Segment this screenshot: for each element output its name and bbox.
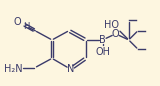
Text: O: O xyxy=(14,17,21,26)
Text: N: N xyxy=(67,64,74,74)
Text: H: H xyxy=(24,22,30,31)
Text: OH: OH xyxy=(95,47,110,57)
Text: B: B xyxy=(99,35,106,45)
Text: H₂N: H₂N xyxy=(4,64,23,74)
Text: HO: HO xyxy=(104,20,119,30)
Text: O: O xyxy=(112,29,120,39)
